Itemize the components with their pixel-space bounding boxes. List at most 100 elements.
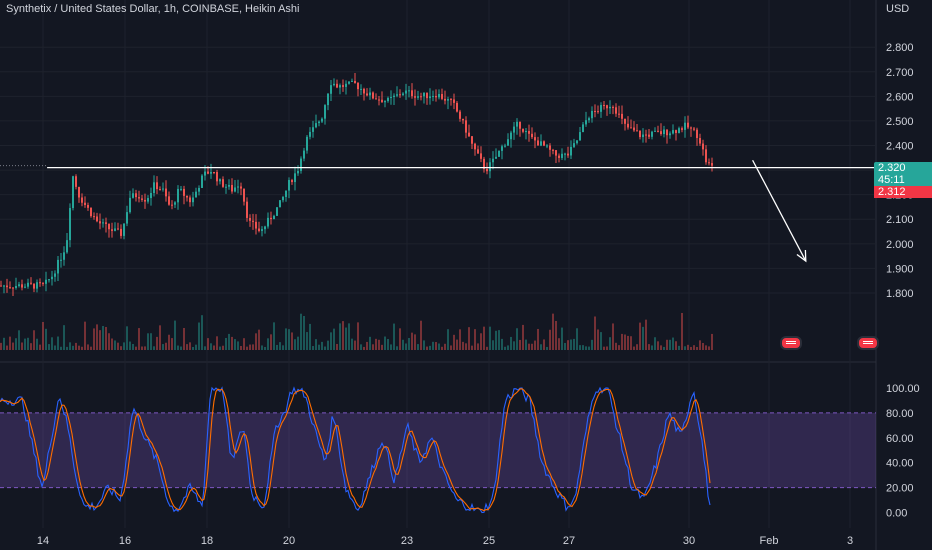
- volume-bar: [672, 337, 674, 350]
- candle-body: [636, 130, 638, 132]
- candle-body: [555, 150, 557, 156]
- volume-bar: [627, 335, 629, 350]
- candle-body: [294, 173, 296, 183]
- last-price-tag: 2.320 45:11: [874, 162, 932, 186]
- candle-body: [624, 118, 626, 124]
- volume-bar: [69, 342, 71, 350]
- volume-bar: [366, 341, 368, 350]
- volume-bar: [171, 338, 173, 350]
- candle-body: [309, 131, 311, 137]
- candle-body: [120, 228, 122, 236]
- candle-body: [87, 204, 89, 208]
- stochastic-tick-label: 100.00: [886, 383, 920, 395]
- volume-bar: [456, 339, 458, 350]
- price-tick-label: 2.400: [886, 141, 914, 153]
- volume-bar: [618, 345, 620, 350]
- candle-body: [534, 137, 536, 141]
- candle-body: [210, 171, 212, 174]
- candle-body: [471, 136, 473, 144]
- candle-body: [213, 171, 215, 173]
- candle-body: [396, 94, 398, 96]
- candle-body: [252, 220, 254, 222]
- candle-body: [510, 132, 512, 140]
- volume-bar: [546, 346, 548, 350]
- volume-bar: [501, 338, 503, 350]
- x-tick-label: 14: [37, 535, 49, 547]
- candle-body: [384, 101, 386, 103]
- volume-bar: [372, 344, 374, 350]
- candle-body: [690, 127, 692, 129]
- volume-bar: [207, 338, 209, 350]
- candle-body: [684, 122, 686, 130]
- candle-body: [102, 222, 104, 224]
- candle-body: [276, 207, 278, 216]
- volume-bar: [210, 343, 212, 350]
- candle-body: [99, 221, 101, 224]
- volume-bar: [513, 341, 515, 350]
- volume-bar: [162, 344, 164, 350]
- volume-bar: [126, 326, 128, 350]
- volume-bar: [354, 340, 356, 350]
- candle-body: [432, 95, 434, 97]
- volume-bar: [129, 341, 131, 350]
- candle-body: [324, 105, 326, 119]
- level-price-tag: 2.312: [874, 186, 932, 198]
- volume-bar: [393, 323, 395, 350]
- volume-bar: [36, 338, 38, 350]
- volume-bar: [651, 345, 653, 350]
- candle-body: [546, 145, 548, 147]
- candle-body: [672, 130, 674, 134]
- candle-body: [579, 132, 581, 141]
- candle-body: [678, 128, 680, 133]
- volume-bar: [288, 329, 290, 350]
- x-tick-label: 20: [283, 535, 295, 547]
- candle-body: [195, 191, 197, 198]
- price-tick-label: 2.800: [886, 42, 914, 54]
- candle-body: [564, 153, 566, 155]
- candle-body: [363, 88, 365, 94]
- volume-bar: [99, 330, 101, 350]
- volume-bar: [153, 346, 155, 350]
- volume-bar: [639, 322, 641, 350]
- volume-bar: [108, 333, 110, 350]
- volume-bar: [402, 339, 404, 350]
- candle-body: [687, 122, 689, 128]
- volume-bar: [561, 327, 563, 350]
- volume-bar: [387, 338, 389, 350]
- volume-bar: [414, 334, 416, 350]
- volume-bar: [60, 346, 62, 350]
- candle-body: [255, 221, 257, 229]
- candle-body: [435, 95, 437, 98]
- candle-body: [438, 94, 440, 98]
- volume-bar: [489, 326, 491, 350]
- us-flag-icon[interactable]: [780, 336, 802, 350]
- candle-body: [660, 131, 662, 135]
- volume-bar: [222, 345, 224, 350]
- volume-bar: [633, 346, 635, 350]
- volume-bar: [156, 336, 158, 350]
- candle-body: [612, 106, 614, 108]
- volume-bar: [567, 340, 569, 350]
- us-flag-icon[interactable]: [857, 336, 879, 350]
- volume-bar: [498, 330, 500, 350]
- candle-body: [168, 196, 170, 205]
- candle-body: [15, 286, 17, 288]
- candle-body: [225, 186, 227, 188]
- volume-bars: [0, 312, 713, 350]
- candle-body: [204, 171, 206, 176]
- candle-body: [588, 118, 590, 121]
- volume-bar: [696, 346, 698, 350]
- volume-bar: [648, 344, 650, 350]
- volume-bar: [261, 345, 263, 350]
- candle-body: [63, 252, 65, 260]
- candle-body: [228, 184, 230, 187]
- candle-body: [132, 193, 134, 198]
- volume-bar: [336, 343, 338, 350]
- stochastic-tick-label: 0.00: [886, 508, 907, 520]
- volume-bar: [423, 340, 425, 350]
- candle-body: [621, 113, 623, 119]
- volume-bar: [147, 333, 149, 350]
- volume-bar: [285, 328, 287, 350]
- candle-body: [456, 102, 458, 112]
